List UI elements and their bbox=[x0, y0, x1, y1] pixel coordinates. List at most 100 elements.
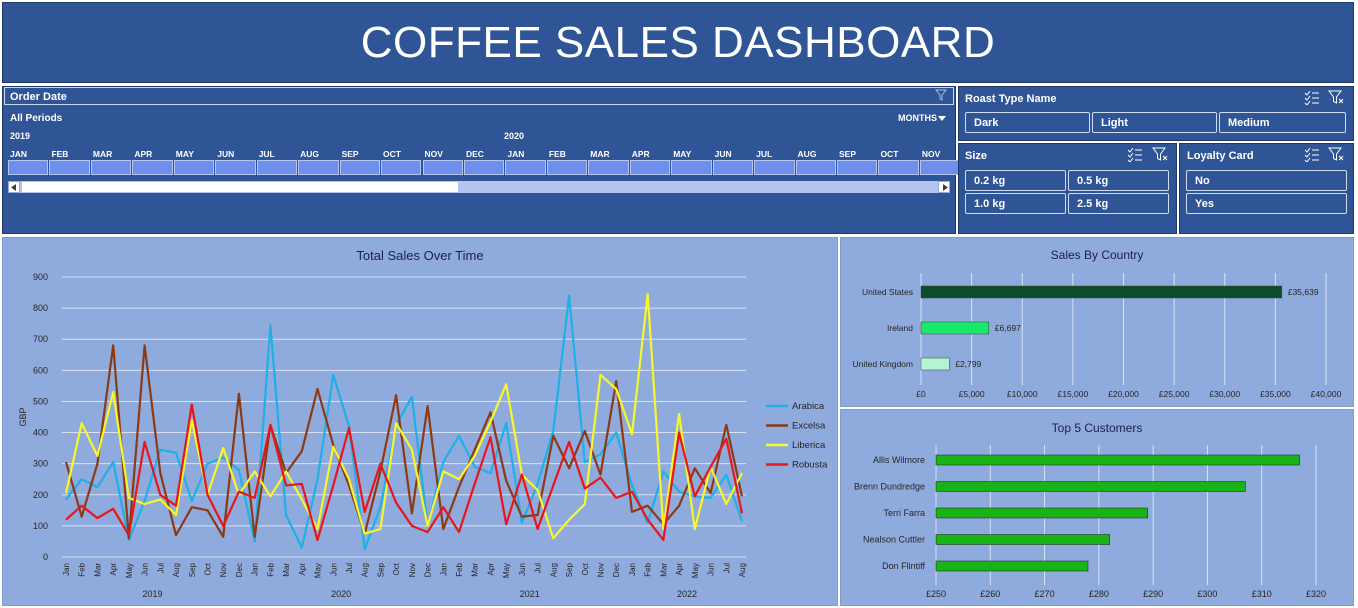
chevron-down-icon[interactable] bbox=[938, 116, 946, 121]
year-group-label: 2021 bbox=[520, 589, 540, 599]
scroll-right-icon[interactable] bbox=[942, 184, 948, 191]
multi-select-icon[interactable] bbox=[1304, 148, 1320, 162]
x-tick-label: Aug bbox=[738, 563, 747, 577]
multi-select-icon[interactable] bbox=[1304, 91, 1320, 105]
y-tick-label: 900 bbox=[33, 272, 48, 282]
y-tick-label: 500 bbox=[33, 396, 48, 406]
x-tick-label: Dec bbox=[235, 563, 244, 577]
x-tick-label: Jun bbox=[329, 563, 338, 576]
size-0-5kg-button[interactable]: 0.5 kg bbox=[1068, 170, 1169, 191]
x-tick-label: £30,000 bbox=[1209, 389, 1240, 399]
x-tick-label: Dec bbox=[612, 563, 621, 577]
loyalty-no-button[interactable]: No bbox=[1186, 170, 1347, 191]
timeline-month-cell[interactable] bbox=[919, 160, 961, 175]
category-label: Allis Wilmore bbox=[873, 455, 925, 465]
loyalty-card-slicer bbox=[1179, 143, 1354, 234]
category-label: United Kingdom bbox=[853, 359, 913, 369]
timeline-month-label: JUN bbox=[217, 149, 235, 159]
x-tick-label: £15,000 bbox=[1058, 389, 1089, 399]
y-tick-label: 700 bbox=[33, 334, 48, 344]
timeline-month-cell[interactable] bbox=[422, 160, 463, 175]
timeline-month-label: MAY bbox=[673, 149, 692, 159]
y-tick-label: 400 bbox=[33, 428, 48, 438]
timeline-title-bar bbox=[4, 87, 954, 105]
legend-entry: Robusta bbox=[792, 460, 828, 471]
customers-bar-chart: £250 £260 £270 £280 £290 £300 £310 £320 Allis Wi… bbox=[854, 445, 1326, 599]
timeline-month-cell[interactable] bbox=[795, 160, 836, 175]
x-tick-label: Feb bbox=[78, 562, 87, 576]
loyalty-yes-button[interactable]: Yes bbox=[1186, 193, 1347, 214]
timeline-month-label: JUN bbox=[714, 149, 732, 159]
x-tick-label: £300 bbox=[1197, 589, 1217, 599]
timeline-month-label: JUL bbox=[258, 149, 275, 159]
timeline-month-cell[interactable] bbox=[49, 160, 90, 175]
line-chart-title: Total Sales Over Time bbox=[356, 248, 484, 263]
size-1-0kg-button[interactable]: 1.0 kg bbox=[965, 193, 1066, 214]
clear-filter-icon[interactable] bbox=[1328, 90, 1344, 105]
timeline-month-cell[interactable] bbox=[8, 160, 49, 175]
x-tick-label: £260 bbox=[980, 589, 1000, 599]
timeline-month-cell[interactable] bbox=[132, 160, 173, 175]
x-tick-label: Oct bbox=[203, 562, 212, 575]
timeline-year-2020: 2020 bbox=[504, 131, 525, 141]
x-tick-label: Oct bbox=[392, 562, 401, 575]
x-tick-label: Nov bbox=[597, 563, 606, 577]
roast-dark-button[interactable]: Dark bbox=[965, 112, 1090, 133]
timeline-month-cell[interactable] bbox=[90, 160, 132, 175]
timeline-month-cell[interactable] bbox=[588, 160, 629, 175]
size-0-2kg-button[interactable]: 0.2 kg bbox=[965, 170, 1066, 191]
y-tick-label: 600 bbox=[33, 365, 48, 375]
x-tick-label: Sep bbox=[565, 562, 574, 577]
timeline-month-cell[interactable] bbox=[298, 160, 339, 175]
timeline-month-cell[interactable] bbox=[837, 160, 878, 175]
x-tick-label: Jan bbox=[628, 563, 637, 576]
timeline-month-cell[interactable] bbox=[215, 160, 256, 175]
x-tick-label: Feb bbox=[644, 562, 653, 576]
x-tick-label: Jan bbox=[62, 563, 71, 576]
data-label: £35,639 bbox=[1288, 287, 1319, 297]
category-label: Brenn Dundredge bbox=[854, 482, 925, 492]
timeline-level-label[interactable]: MONTHS bbox=[898, 113, 937, 123]
x-tick-label: May bbox=[125, 563, 134, 578]
timeline-month-cell[interactable] bbox=[505, 160, 546, 175]
x-tick-label: Oct bbox=[581, 562, 590, 575]
clear-filter-icon[interactable] bbox=[934, 88, 948, 102]
data-label: £6,697 bbox=[995, 323, 1021, 333]
timeline-month-cell[interactable] bbox=[712, 160, 754, 175]
x-tick-label: £5,000 bbox=[959, 389, 985, 399]
x-tick-label: Mar bbox=[93, 563, 102, 577]
multi-select-icon[interactable] bbox=[1127, 148, 1143, 162]
clear-filter-icon[interactable] bbox=[1328, 147, 1344, 162]
roast-medium-button[interactable]: Medium bbox=[1219, 112, 1346, 133]
x-tick-label: Aug bbox=[172, 563, 181, 577]
x-tick-label: Aug bbox=[361, 563, 370, 577]
timeline-month-cell[interactable] bbox=[671, 160, 712, 175]
x-tick-label: Nov bbox=[408, 563, 417, 577]
timeline-scroll-thumb[interactable] bbox=[22, 182, 458, 192]
timeline-month-cell[interactable] bbox=[339, 160, 381, 175]
country-bar bbox=[920, 357, 950, 371]
year-group-label: 2019 bbox=[142, 589, 162, 599]
timeline-month-cell[interactable] bbox=[256, 160, 298, 175]
size-2-5kg-button[interactable]: 2.5 kg bbox=[1068, 193, 1169, 214]
timeline-month-cell[interactable] bbox=[629, 160, 671, 175]
timeline-month-cell[interactable] bbox=[546, 160, 588, 175]
timeline-month-label: NOV bbox=[921, 149, 941, 159]
size-title: Size bbox=[965, 150, 988, 162]
x-tick-label: £250 bbox=[926, 589, 946, 599]
timeline-month-cell[interactable] bbox=[463, 160, 505, 175]
total-sales-chart-panel: Total Sales Over Time bbox=[2, 237, 838, 606]
clear-filter-icon[interactable] bbox=[1152, 147, 1168, 162]
timeline-month-cell[interactable] bbox=[878, 160, 919, 175]
timeline-month-cell[interactable] bbox=[381, 160, 422, 175]
dashboard-header: COFFEE SALES DASHBOARD bbox=[2, 2, 1354, 83]
roast-light-button[interactable]: Light bbox=[1092, 112, 1217, 133]
timeline-month-label: MAR bbox=[92, 149, 113, 159]
year-group-label: 2020 bbox=[331, 589, 351, 599]
timeline-month-cell[interactable] bbox=[754, 160, 795, 175]
x-tick-label: Sep bbox=[188, 562, 197, 577]
x-tick-label: Apr bbox=[486, 563, 495, 576]
customers-chart-title: Top 5 Customers bbox=[1051, 421, 1143, 435]
timeline-month-cell[interactable] bbox=[173, 160, 215, 175]
scroll-left-icon[interactable] bbox=[11, 184, 17, 191]
